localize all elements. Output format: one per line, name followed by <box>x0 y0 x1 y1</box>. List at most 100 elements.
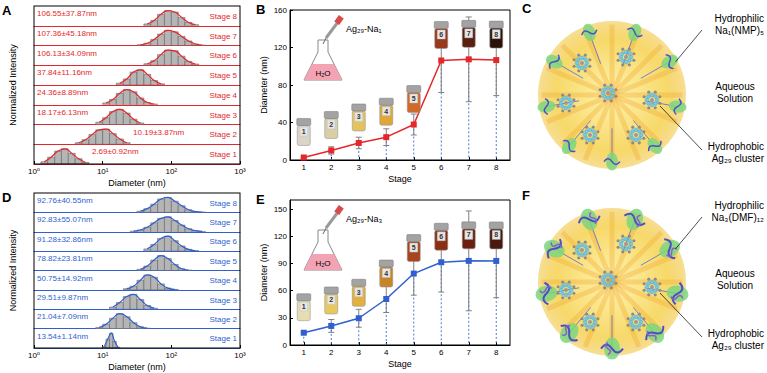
svg-text:29.51±9.87nm: 29.51±9.87nm <box>37 293 88 302</box>
svg-text:40: 40 <box>278 118 287 127</box>
svg-text:10²: 10² <box>166 351 178 360</box>
svg-text:6: 6 <box>439 163 444 172</box>
svg-text:92.83±55.07nm: 92.83±55.07nm <box>37 215 93 224</box>
svg-text:7: 7 <box>467 348 472 357</box>
svg-text:5: 5 <box>412 244 416 251</box>
svg-text:10.19±3.87nm: 10.19±3.87nm <box>133 128 184 137</box>
svg-text:Stage: Stage <box>388 359 412 369</box>
svg-text:Stage 2: Stage 2 <box>209 130 237 139</box>
svg-text:160: 160 <box>274 6 288 15</box>
svg-text:8: 8 <box>494 348 499 357</box>
svg-text:3: 3 <box>357 289 361 296</box>
svg-text:8: 8 <box>494 31 498 38</box>
svg-text:Stage 8: Stage 8 <box>209 12 237 21</box>
svg-text:5: 5 <box>412 95 416 102</box>
svg-text:D: D <box>2 190 11 205</box>
svg-text:30: 30 <box>278 313 287 322</box>
svg-text:50.75±14.92nm: 50.75±14.92nm <box>37 274 93 283</box>
svg-text:78.82±23.81nm: 78.82±23.81nm <box>37 254 93 263</box>
svg-text:Stage 5: Stage 5 <box>209 257 237 266</box>
svg-text:Na₃(DMF)₁₂: Na₃(DMF)₁₂ <box>712 212 765 223</box>
svg-text:6: 6 <box>439 31 443 38</box>
svg-text:Hydrophobic: Hydrophobic <box>708 141 764 152</box>
svg-text:5: 5 <box>412 163 417 172</box>
svg-text:E: E <box>256 192 265 207</box>
svg-text:4: 4 <box>384 348 389 357</box>
svg-text:120: 120 <box>274 43 288 52</box>
svg-text:Normalized Intensity: Normalized Intensity <box>8 229 18 311</box>
svg-text:Aqueous: Aqueous <box>715 81 754 92</box>
svg-text:Ag₂₉ cluster: Ag₂₉ cluster <box>712 153 765 164</box>
svg-text:10²: 10² <box>166 167 178 176</box>
svg-text:4: 4 <box>384 108 388 115</box>
svg-text:Stage 1: Stage 1 <box>209 150 237 159</box>
svg-text:Hydrophobic: Hydrophobic <box>708 328 764 339</box>
svg-text:B: B <box>256 2 265 17</box>
svg-text:150: 150 <box>274 205 288 214</box>
svg-text:Stage 2: Stage 2 <box>209 315 237 324</box>
svg-text:1: 1 <box>302 303 306 310</box>
svg-text:2: 2 <box>329 121 333 128</box>
svg-text:10¹: 10¹ <box>97 167 109 176</box>
svg-text:60: 60 <box>278 286 287 295</box>
svg-text:Stage 7: Stage 7 <box>209 218 237 227</box>
svg-text:10⁰: 10⁰ <box>28 351 40 360</box>
svg-text:H₂O: H₂O <box>315 69 330 78</box>
svg-text:Ag₂₉-Na₃: Ag₂₉-Na₃ <box>346 214 383 224</box>
svg-text:21.04±7.09nm: 21.04±7.09nm <box>37 312 88 321</box>
svg-text:2: 2 <box>329 348 334 357</box>
svg-text:4: 4 <box>384 270 388 277</box>
svg-text:Stage 3: Stage 3 <box>209 111 237 120</box>
svg-text:106.55±37.87nm: 106.55±37.87nm <box>37 9 97 18</box>
svg-text:6: 6 <box>439 233 443 240</box>
svg-text:F: F <box>522 188 530 203</box>
svg-text:107.36±45.18nm: 107.36±45.18nm <box>37 29 97 38</box>
svg-text:7: 7 <box>467 30 471 37</box>
svg-text:Hydrophilic: Hydrophilic <box>715 200 764 211</box>
svg-text:Normalized Intensity: Normalized Intensity <box>8 44 18 126</box>
svg-text:10³: 10³ <box>234 351 246 360</box>
svg-text:80: 80 <box>278 81 287 90</box>
svg-text:Stage 8: Stage 8 <box>209 199 237 208</box>
svg-text:5: 5 <box>412 348 417 357</box>
svg-text:Stage 3: Stage 3 <box>209 296 237 305</box>
svg-text:Stage 4: Stage 4 <box>209 276 237 285</box>
svg-text:120: 120 <box>274 232 288 241</box>
svg-text:37.84±11.16nm: 37.84±11.16nm <box>37 68 92 77</box>
svg-text:8: 8 <box>494 231 498 238</box>
svg-text:Diameter (nm): Diameter (nm) <box>259 244 269 302</box>
svg-text:Solution: Solution <box>717 93 753 104</box>
svg-text:Diameter (nm): Diameter (nm) <box>259 56 269 114</box>
svg-text:13.54±1.14nm: 13.54±1.14nm <box>37 332 88 341</box>
svg-text:1: 1 <box>302 163 307 172</box>
svg-text:Stage 6: Stage 6 <box>209 51 237 60</box>
svg-text:0: 0 <box>283 156 288 165</box>
svg-text:91.28±32.86nm: 91.28±32.86nm <box>37 235 93 244</box>
svg-text:106.13±34.09nm: 106.13±34.09nm <box>37 49 97 58</box>
svg-text:7: 7 <box>467 163 472 172</box>
svg-text:C: C <box>522 1 532 16</box>
svg-text:3: 3 <box>357 113 361 120</box>
svg-text:10¹: 10¹ <box>97 351 109 360</box>
svg-text:Stage 7: Stage 7 <box>209 32 237 41</box>
svg-text:Ag₂₉ cluster: Ag₂₉ cluster <box>712 340 765 351</box>
svg-text:6: 6 <box>439 348 444 357</box>
svg-text:0: 0 <box>283 341 288 350</box>
svg-text:8: 8 <box>494 163 499 172</box>
svg-text:Stage 1: Stage 1 <box>209 334 237 343</box>
svg-text:24.36±8.89nm: 24.36±8.89nm <box>37 88 88 97</box>
svg-text:Stage: Stage <box>388 174 412 184</box>
svg-text:Aqueous: Aqueous <box>715 268 754 279</box>
svg-text:Diameter (nm): Diameter (nm) <box>108 178 166 188</box>
svg-text:Solution: Solution <box>717 280 753 291</box>
svg-text:Diameter (nm): Diameter (nm) <box>108 362 166 372</box>
svg-text:A: A <box>2 3 12 18</box>
svg-text:10³: 10³ <box>234 167 246 176</box>
svg-text:18.17±6.13nm: 18.17±6.13nm <box>37 108 88 117</box>
svg-text:2: 2 <box>329 296 333 303</box>
svg-text:10⁰: 10⁰ <box>28 167 40 176</box>
svg-text:3: 3 <box>357 348 362 357</box>
svg-text:2.69±0.92nm: 2.69±0.92nm <box>92 147 139 156</box>
svg-text:Na₁(NMP)₅: Na₁(NMP)₅ <box>715 25 764 36</box>
svg-text:Hydrophilic: Hydrophilic <box>715 13 764 24</box>
